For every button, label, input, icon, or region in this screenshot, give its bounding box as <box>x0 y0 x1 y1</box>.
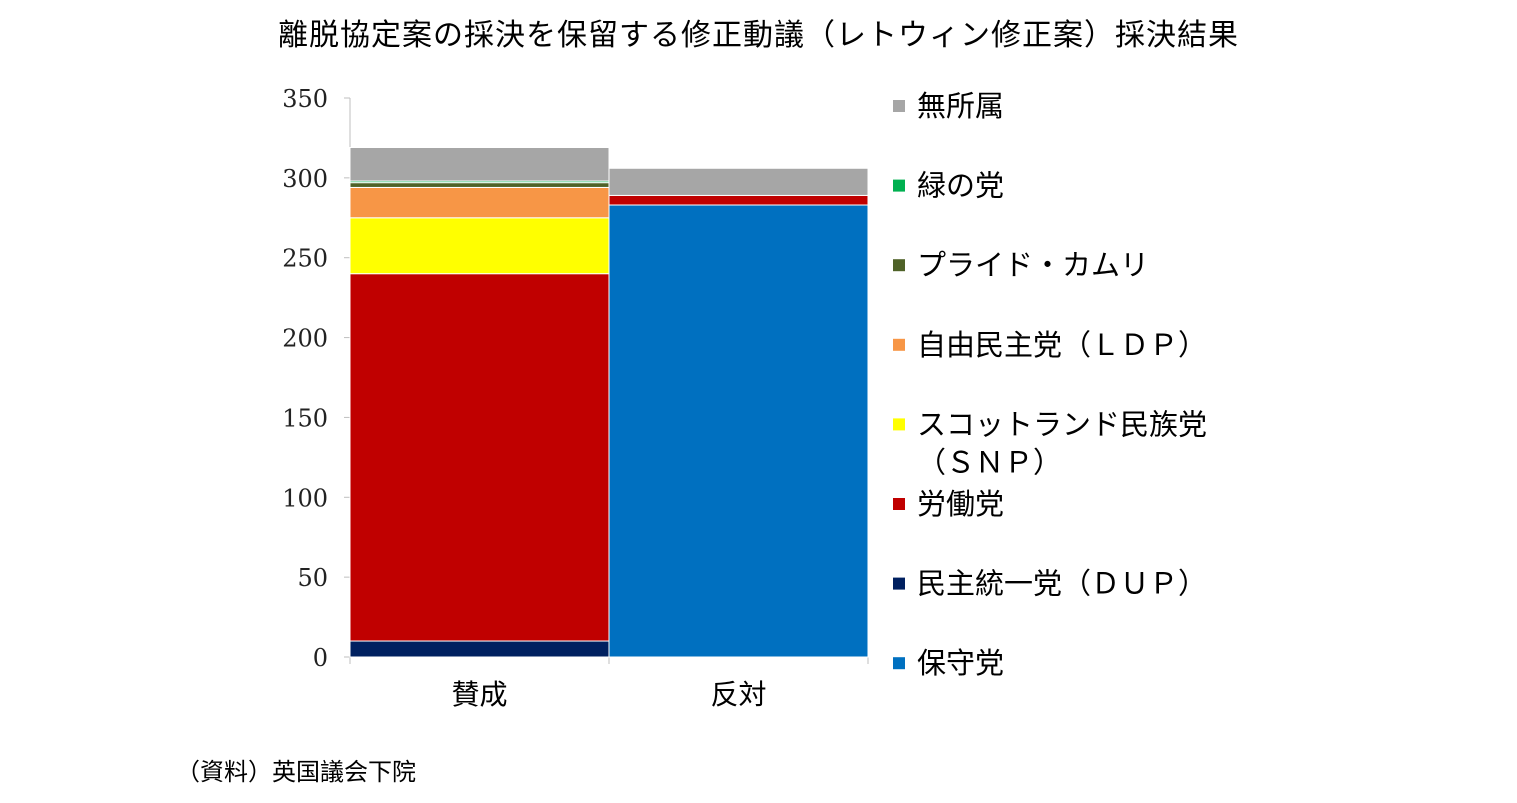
chart-bars <box>349 147 869 658</box>
legend-swatch <box>893 179 905 192</box>
y-tick-label: 200 <box>282 325 328 353</box>
legend-swatch <box>893 577 905 590</box>
bar-segment <box>349 186 610 219</box>
bar-segment <box>608 167 869 196</box>
y-tick-label: 250 <box>282 245 328 273</box>
y-tick-label: 0 <box>313 644 328 672</box>
legend-swatch <box>893 657 905 670</box>
bar-segment <box>349 147 610 182</box>
legend-swatch <box>893 259 905 272</box>
legend-swatch <box>893 498 905 510</box>
bar-segment <box>349 640 610 658</box>
legend-label: 自由民主党（ＬＤＰ） <box>917 328 1207 362</box>
y-tick-label: 100 <box>282 484 328 512</box>
legend-label: 民主統一党（ＤＵＰ） <box>917 567 1207 601</box>
bar-segment <box>349 273 610 642</box>
legend-swatch <box>893 100 905 112</box>
legend-swatch <box>893 338 905 351</box>
legend-label: プライド・カムリ <box>917 248 1149 282</box>
y-tick-label: 300 <box>282 165 328 193</box>
source-note: （資料）英国議会下院 <box>176 758 416 786</box>
legend-label: 保守党 <box>917 646 1004 680</box>
chart-title: 離脱協定案の採決を保留する修正動議（レトウィン修正案）採決結果 <box>278 18 1239 53</box>
legend-label: 労働党 <box>917 487 1004 521</box>
legend-label: 無所属 <box>917 89 1004 123</box>
y-tick-label: 150 <box>282 404 328 432</box>
legend-swatch <box>893 418 905 431</box>
legend-label: 緑の党 <box>917 169 1004 203</box>
bar-segment <box>608 194 869 206</box>
y-tick-label: 350 <box>282 85 328 113</box>
x-category-label: 賛成 <box>451 678 507 711</box>
chart-axes: 0 50 100 150 200 250 300 350 賛成 反対 <box>282 85 869 711</box>
bar-segment <box>349 217 610 275</box>
bar-segment <box>608 204 869 658</box>
legend-label: スコットランド民族党（ＳＮＰ） <box>917 407 1207 479</box>
y-tick-label: 50 <box>297 564 328 592</box>
bar-segment <box>349 182 610 188</box>
x-category-label: 反対 <box>710 678 766 711</box>
